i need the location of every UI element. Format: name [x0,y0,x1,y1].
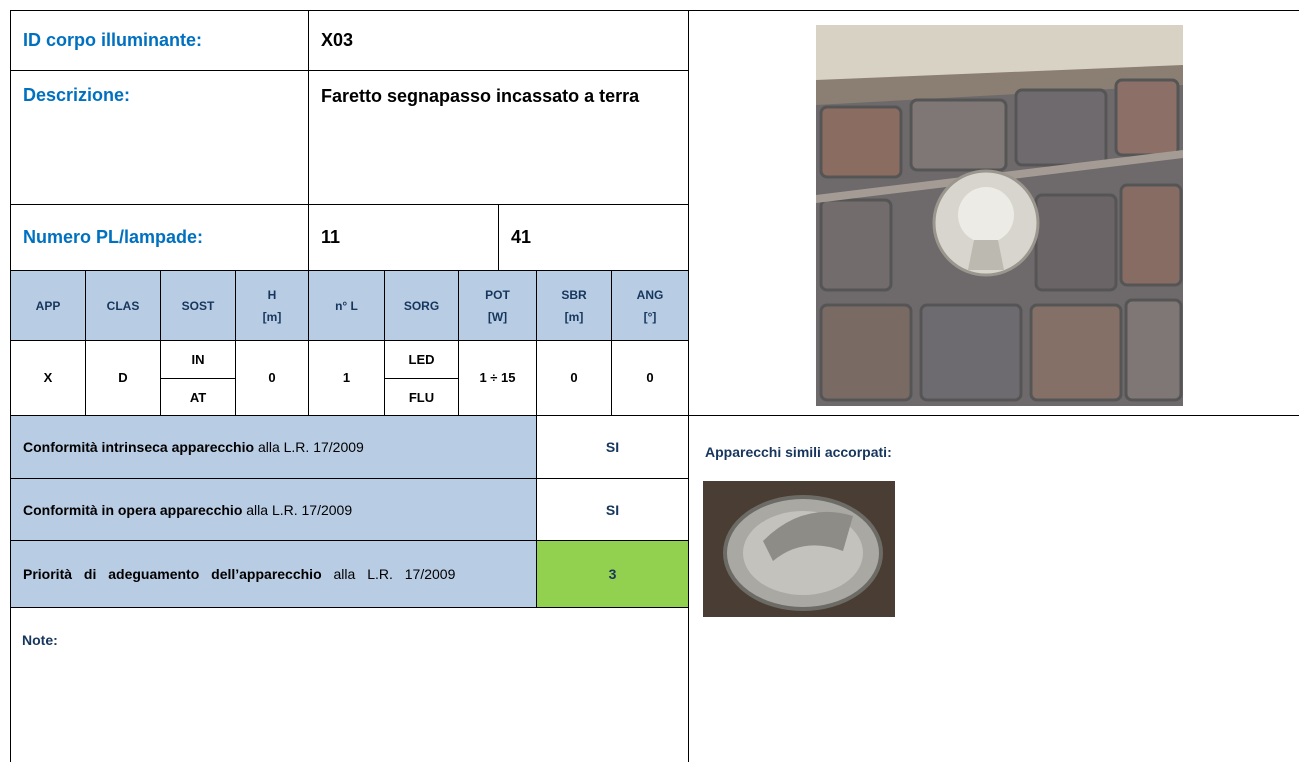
id-label: ID corpo illuminante: [10,10,309,71]
number-label: Numero PL/lampade: [10,204,309,271]
table-cell: 0 [235,340,309,416]
table-cell: 0 [611,340,689,416]
column-header: SOST [160,270,236,341]
table-cell: LED [384,340,459,379]
column-header: POT [W] [458,270,537,341]
text: IN [191,352,205,367]
table-cell: FLU [384,378,459,416]
text: 3 [608,566,617,582]
text: 1 ÷ 15 [479,370,516,385]
text: 0 [268,370,276,385]
text: alla L.R. 17/2009 [333,566,456,582]
text: POT [485,287,510,302]
text: SI [605,439,620,455]
column-header: SORG [384,270,459,341]
text-bold: Conformità in opera apparecchio [23,501,243,518]
table-cell: 1 [308,340,385,416]
table-cell: 0 [536,340,612,416]
text: D [118,370,128,385]
text: LED [408,352,435,367]
text: Descrizione: [23,85,131,105]
text: SBR [561,287,587,302]
border [688,10,1299,11]
column-header: H [m] [235,270,309,341]
border [688,415,1299,416]
text: 0 [570,370,578,385]
table-cell: AT [160,378,236,416]
text: ANG [636,287,664,302]
similar-label: Apparecchi simili accorpati: [705,444,892,460]
text: Priorità di adeguamento dell’apparecchio… [23,564,455,584]
text-bold: Conformità intrinseca apparecchio [23,439,255,455]
text: [°] [643,309,657,324]
text: [m] [564,309,584,324]
table-cell: D [85,340,161,416]
column-header: APP [10,270,86,341]
text-bold: Priorità di adeguamento dell’apparecchio [23,566,322,582]
text: AT [189,389,207,405]
text: Numero PL/lampade: [23,227,204,247]
conformity-label: Conformità in opera apparecchio alla L.R… [10,478,537,541]
number-lamps: 41 [498,204,689,271]
text: SOST [181,298,215,313]
border [10,607,11,762]
text: APP [35,298,61,313]
text: H [267,287,277,302]
text: 1 [342,370,351,385]
text: X [43,370,53,385]
priority-label: Priorità di adeguamento dell’apparecchio… [10,540,537,608]
similar-photo [703,481,895,617]
id-value: X03 [308,10,689,71]
table-cell: X [10,340,86,416]
text: FLU [408,389,435,405]
text: SI [605,501,620,518]
description-value: Faretto segnapasso incassato a terra [308,70,689,205]
text: [W] [487,309,508,324]
text: 0 [646,370,654,385]
text: X03 [321,30,354,50]
text: ID corpo illuminante: [23,30,203,50]
notes-label: Note: [22,632,58,648]
text: Faretto segnapasso incassato a terra [321,86,640,106]
text: Conformità in opera apparecchio alla L.R… [23,502,352,518]
text: Conformità intrinseca apparecchio alla L… [23,439,364,455]
table-cell: 1 ÷ 15 [458,340,537,416]
column-header: n° L [308,270,385,341]
conformity-value: SI [536,478,689,541]
conformity-label: Conformità intrinseca apparecchio alla L… [10,415,537,479]
fixture-photo [816,25,1183,406]
text: SORG [403,298,440,313]
priority-value: 3 [536,540,689,608]
text: alla L.R. 17/2009 [246,501,353,518]
column-header: SBR [m] [536,270,612,341]
text: [m] [262,309,282,324]
conformity-value: SI [536,415,689,479]
text: 11 [321,227,341,247]
text: n° L [335,298,358,313]
table-cell: IN [160,340,236,379]
text: 41 [511,227,532,247]
column-header: CLAS [85,270,161,341]
description-label: Descrizione: [10,70,309,205]
column-header: ANG [°] [611,270,689,341]
number-pl: 11 [308,204,499,271]
text: CLAS [106,298,140,313]
text: alla L.R. 17/2009 [257,439,364,455]
